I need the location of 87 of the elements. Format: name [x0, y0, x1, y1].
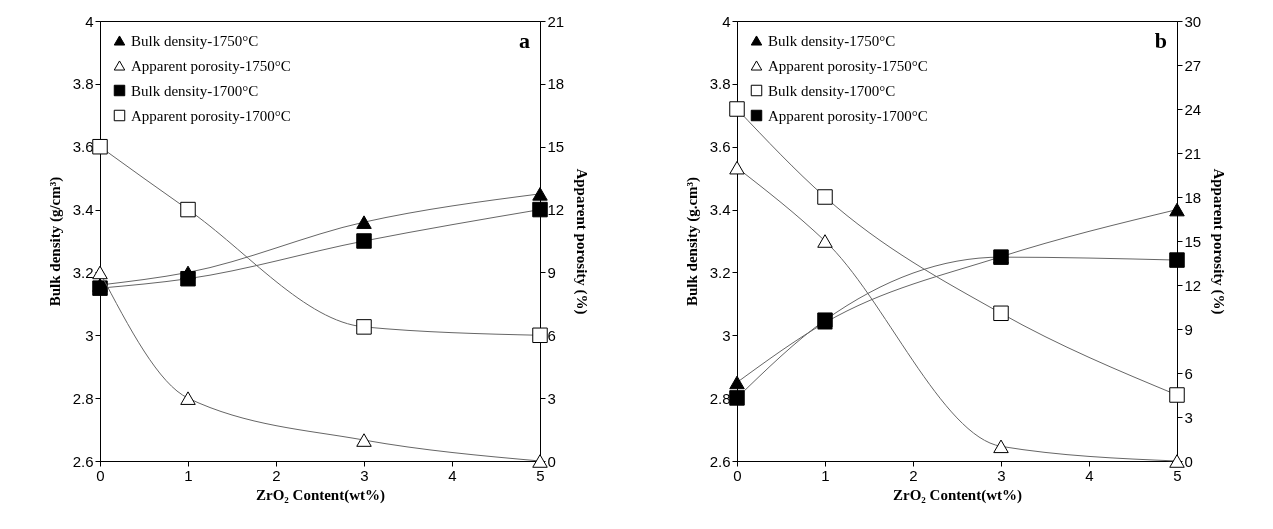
y-tick-label: 3.8 — [709, 75, 731, 93]
y-tick-label: 2.6 — [709, 452, 731, 470]
y2-tick-label: 6 — [1184, 364, 1193, 382]
y2-tick-label: 21 — [1184, 144, 1201, 162]
point — [993, 305, 1009, 322]
legend-label: Apparent porosity-1700°C — [767, 107, 928, 124]
y-axis-title: Bulk density (g.cm³) — [683, 176, 701, 307]
y2-tick-label: 3 — [547, 389, 557, 407]
point — [356, 233, 372, 249]
x-tick-label: 4 — [1085, 466, 1094, 484]
point — [729, 160, 745, 175]
point — [993, 439, 1009, 454]
point — [1169, 202, 1185, 217]
y-tick-label: 3 — [85, 326, 94, 344]
legend-label: Bulk density-1700°C — [767, 82, 896, 99]
y2-tick-label: 18 — [1184, 188, 1201, 206]
y2-tick-label: 15 — [547, 138, 565, 156]
x-tick-label: 0 — [96, 466, 105, 484]
point — [356, 319, 372, 335]
x-tick-label: 4 — [448, 466, 457, 484]
x-tick-label: 3 — [997, 466, 1006, 484]
point — [1169, 387, 1185, 403]
y2-tick-label: 9 — [1184, 320, 1193, 338]
y2-axis-title: Apparent porosity (%) — [573, 168, 591, 315]
y-tick-label: 3.4 — [709, 201, 731, 219]
y-tick-label: 3.2 — [72, 263, 94, 281]
y2-tick-label: 12 — [1184, 276, 1201, 294]
y-tick-label: 3 — [721, 326, 731, 344]
point — [729, 101, 745, 117]
point — [1169, 454, 1185, 468]
x-tick-label: 2 — [272, 466, 281, 484]
point — [180, 201, 196, 218]
annotation: b — [1154, 28, 1167, 53]
y2-tick-label: 3 — [1184, 408, 1193, 426]
legend-label: Apparent porosity-1750°C — [131, 57, 291, 74]
point — [532, 327, 548, 344]
x-tick-label: 1 — [184, 466, 193, 484]
annotation: a — [519, 28, 531, 53]
legend-label: Bulk density-1750°C — [131, 32, 259, 49]
point — [92, 265, 108, 280]
point — [729, 390, 745, 406]
point — [180, 270, 196, 287]
legend-label: Bulk density-1750°C — [767, 32, 896, 49]
point — [817, 234, 833, 248]
legend-label: Apparent porosity-1700°C — [131, 107, 291, 124]
legend-label: Bulk density-1700°C — [131, 82, 259, 99]
point — [729, 375, 745, 390]
x-tick-label: 0 — [733, 466, 742, 484]
y2-tick-label: 15 — [1184, 232, 1201, 250]
point — [532, 454, 548, 468]
point — [817, 189, 833, 205]
x-axis-title: ZrO₂ Content(wt%) — [892, 486, 1022, 504]
point — [356, 433, 372, 447]
y2-tick-label: 30 — [1184, 12, 1201, 30]
y-tick-label: 2.6 — [72, 452, 94, 470]
point — [532, 201, 548, 218]
y2-tick-label: 27 — [1184, 56, 1201, 74]
y-tick-label: 3.2 — [709, 263, 731, 281]
y-tick-label: 3.4 — [72, 201, 94, 219]
point — [180, 391, 196, 405]
point — [1169, 252, 1185, 268]
x-tick-label: 1 — [821, 466, 830, 484]
x-tick-label: 2 — [909, 466, 918, 484]
y2-tick-label: 21 — [547, 12, 565, 30]
y-tick-label: 4 — [721, 12, 731, 30]
x-tick-label: 5 — [1173, 466, 1182, 484]
y2-tick-label: 6 — [547, 326, 557, 344]
x-tick-label: 3 — [360, 466, 369, 484]
y-tick-label: 3.8 — [72, 75, 94, 93]
y-tick-label: 4 — [85, 12, 94, 30]
y2-tick-label: 24 — [1184, 100, 1201, 118]
point — [356, 215, 372, 229]
x-axis-title: ZrO₂ Content(wt%) — [256, 486, 386, 504]
y2-tick-label: 0 — [1184, 452, 1193, 470]
y2-axis-title: Apparent porosity (%) — [1209, 168, 1227, 315]
point — [92, 138, 108, 155]
y2-tick-label: 0 — [547, 452, 557, 470]
legend-label: Apparent porosity-1750°C — [767, 57, 928, 74]
x-tick-label: 5 — [536, 466, 545, 484]
point — [532, 187, 548, 201]
point — [92, 280, 108, 296]
y-tick-label: 3.6 — [709, 138, 731, 156]
y2-tick-label: 12 — [547, 201, 565, 219]
y2-tick-label: 9 — [547, 263, 557, 281]
y-axis-title: Bulk density (g/cm³) — [46, 176, 64, 307]
y-tick-label: 2.8 — [72, 389, 94, 407]
y2-tick-label: 18 — [547, 75, 565, 93]
